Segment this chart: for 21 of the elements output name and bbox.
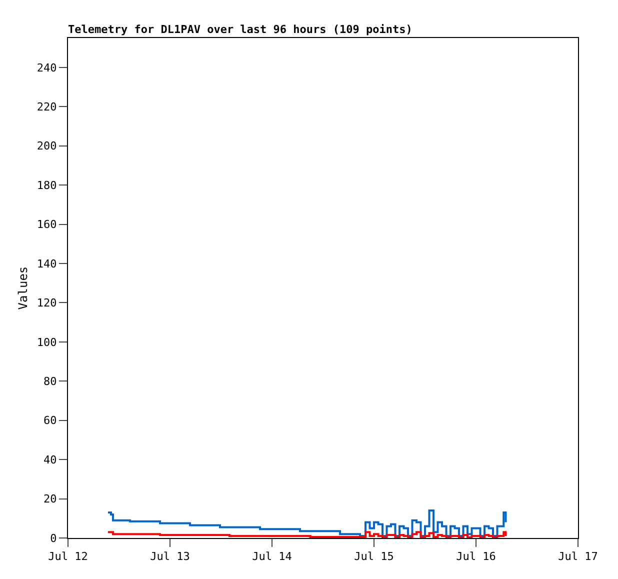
y-tick-label: 220 [36, 100, 57, 114]
x-tick-label: Jul 12 [48, 550, 88, 564]
y-tick-label: 160 [36, 218, 57, 232]
y-tick-label: 120 [36, 296, 57, 310]
x-tick-label: Jul 16 [456, 550, 496, 564]
y-tick-label: 0 [50, 532, 57, 545]
y-tick-label: 180 [36, 178, 57, 192]
y-tick-label: 140 [36, 257, 57, 270]
x-tick-label: Jul 15 [354, 550, 394, 564]
y-axis-title: Values [16, 266, 30, 310]
x-tick-label: Jul 14 [252, 550, 292, 564]
x-tick-label: Jul 13 [150, 550, 190, 564]
y-tick-label: 240 [36, 61, 57, 74]
y-tick-label: 100 [36, 336, 57, 349]
y-tick-label: 60 [44, 414, 57, 428]
y-tick-label: 80 [44, 374, 57, 388]
y-tick-label: 20 [44, 492, 57, 506]
y-tick-label: 40 [44, 453, 57, 466]
chart-title: Telemetry for DL1PAV over last 96 hours (109 points) [68, 23, 412, 36]
y-tick-label: 200 [36, 140, 57, 153]
x-tick-label: Jul 17 [558, 550, 598, 564]
